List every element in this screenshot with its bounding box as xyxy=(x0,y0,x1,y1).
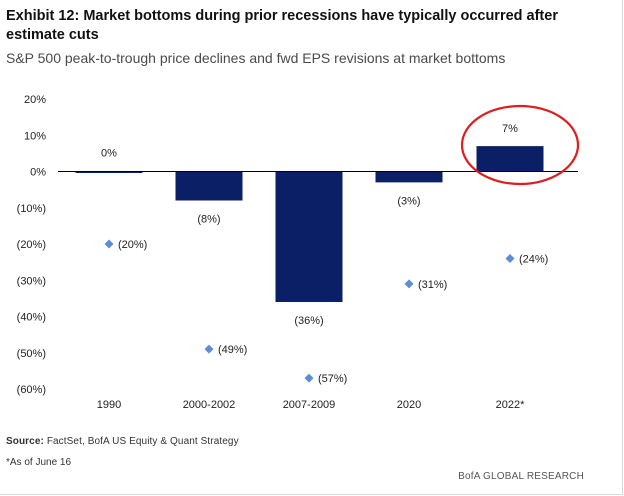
y-tick-label: 10% xyxy=(24,130,46,142)
marker-data-label: (57%) xyxy=(318,373,347,385)
footnote: *As of June 16 xyxy=(6,457,72,468)
x-tick-label: 2020 xyxy=(397,399,421,411)
marker-data-label: (20%) xyxy=(118,239,147,251)
marker-data-label: (49%) xyxy=(218,344,247,356)
chart: 20% 10% 0% (10%) (20%) (30%) (40%) (50%) (60%) 0%… xyxy=(17,94,580,411)
bar-data-label: (36%) xyxy=(294,315,323,327)
source-note: Source: FactSet, BofA US Equity & Quant … xyxy=(6,436,239,447)
y-tick-label: (20%) xyxy=(17,239,46,251)
x-tick-label: 2000-2002 xyxy=(183,399,236,411)
marker-data-label: (31%) xyxy=(418,279,447,291)
bar-data-label: (3%) xyxy=(397,195,420,207)
x-tick-label: 1990 xyxy=(97,399,121,411)
eps-revision-marker xyxy=(505,254,515,263)
x-tick-label: 2007-2009 xyxy=(283,399,336,411)
chart-title: Exhibit 12: Market bottoms during prior … xyxy=(6,8,558,43)
source-text: FactSet, BofA US Equity & Quant Strategy xyxy=(43,436,239,447)
eps-revision-marker xyxy=(204,344,214,354)
marker-data-label: (24%) xyxy=(519,254,548,266)
bar-1990 xyxy=(75,171,143,173)
eps-revision-marker xyxy=(304,373,314,383)
highlight-circle xyxy=(460,104,580,186)
y-tick-label: 0% xyxy=(30,167,46,179)
research-credit: BofA GLOBAL RESEARCH xyxy=(458,471,584,482)
bar-20002002 xyxy=(175,171,243,201)
chart-subtitle: S&P 500 peak-to-trough price declines an… xyxy=(6,50,506,66)
source-label: Source: xyxy=(6,436,44,447)
x-tick-label: 2022* xyxy=(496,399,525,411)
eps-revision-marker xyxy=(404,279,414,289)
y-tick-label: (30%) xyxy=(17,275,46,287)
eps-revision-marker xyxy=(104,239,114,249)
bar-2020 xyxy=(375,171,443,183)
bar-data-label: 0% xyxy=(101,148,117,160)
y-tick-label: (10%) xyxy=(17,203,46,215)
bar-data-label: 7% xyxy=(502,123,518,135)
bar-20072009 xyxy=(275,171,343,302)
bar-data-label: (8%) xyxy=(197,214,220,226)
bar-2022 xyxy=(476,146,544,172)
y-tick-label: (60%) xyxy=(17,384,46,396)
y-tick-label: (40%) xyxy=(17,312,46,324)
y-tick-label: (50%) xyxy=(17,348,46,360)
y-tick-label: 20% xyxy=(24,94,46,106)
